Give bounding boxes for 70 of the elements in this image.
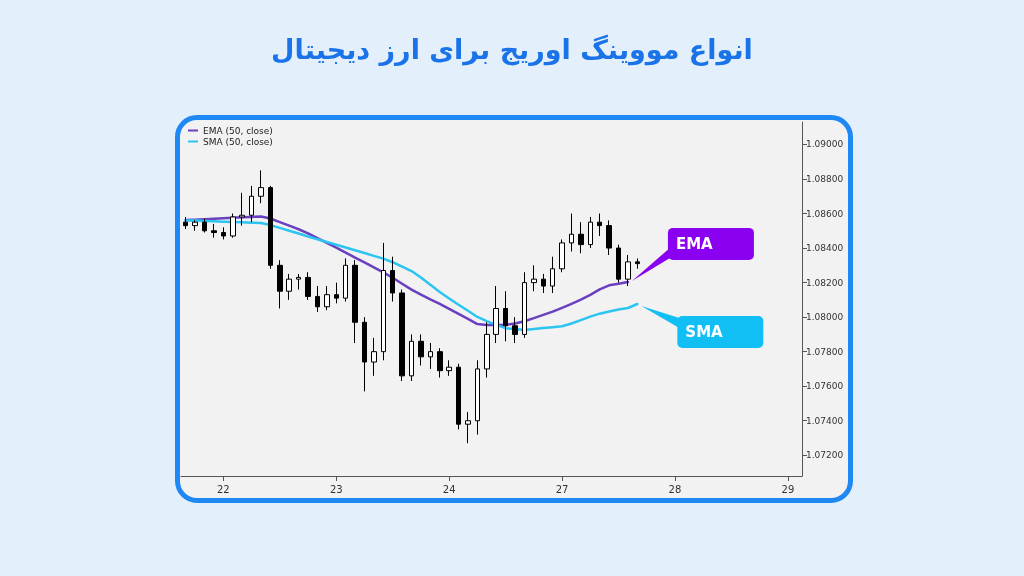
candlestick	[531, 264, 537, 292]
candlestick	[616, 244, 621, 284]
y-tick-label: 1.07400	[806, 415, 844, 426]
candlestick	[578, 221, 584, 254]
y-tick-label: 1.08000	[806, 312, 844, 323]
candlestick	[249, 185, 254, 223]
candlestick	[211, 223, 217, 239]
candlestick	[428, 342, 433, 370]
candlestick	[446, 359, 452, 377]
y-tick-label: 1.08600	[806, 208, 844, 219]
candlestick	[399, 289, 405, 382]
x-tick-label: 29	[781, 483, 795, 495]
annotation: EMA	[675, 234, 713, 253]
candlestick	[588, 216, 593, 249]
candlestick	[465, 411, 471, 444]
candlestick	[381, 242, 386, 361]
candlestick	[418, 333, 424, 366]
candlestick	[409, 333, 414, 382]
y-tick-label: 1.08800	[806, 173, 844, 184]
y-tick-label: 1.07600	[806, 381, 844, 392]
candlestick	[635, 257, 640, 270]
x-tick-label: 23	[329, 483, 343, 495]
candlestick	[334, 282, 339, 304]
candlestick	[512, 316, 518, 344]
candlestick	[597, 213, 602, 237]
y-tick-label: 1.08200	[806, 277, 844, 288]
candlestick	[202, 218, 207, 234]
candlestick	[296, 273, 301, 290]
candlestick	[305, 271, 311, 301]
candlestick	[286, 273, 292, 301]
candlestick	[352, 259, 358, 344]
x-tick-label: 27	[555, 483, 569, 495]
legend-label: SMA (50, close)	[203, 136, 273, 147]
candlestick	[522, 271, 527, 339]
candlestick	[183, 216, 188, 230]
candlestick	[315, 285, 320, 313]
candlestick	[625, 254, 631, 287]
candlestick	[268, 185, 273, 270]
candlestick	[606, 219, 612, 256]
candlestick	[493, 285, 499, 344]
candlestick	[437, 347, 443, 379]
candlestick	[475, 359, 480, 436]
candlestick	[258, 169, 264, 204]
legend-label: EMA (50, close)	[203, 125, 273, 136]
y-tick-label: 1.07200	[806, 450, 844, 461]
y-tick-label: 1.09000	[806, 139, 844, 150]
chart-title: انواع مووینگ اوریج برای ارز دیجیتال	[270, 34, 754, 65]
candlestick	[239, 192, 245, 227]
candlestick	[456, 363, 461, 430]
candlestick	[362, 316, 367, 392]
y-tick-label: 1.08400	[806, 243, 844, 254]
candlestick	[484, 321, 490, 379]
candlestick	[559, 238, 565, 273]
annotation: SMA	[685, 323, 723, 341]
candlestick	[221, 226, 226, 240]
candlestick	[324, 285, 330, 311]
candlestick	[390, 256, 395, 303]
y-tick-label: 1.07800	[806, 346, 844, 357]
candlestick	[550, 256, 555, 294]
candlestick	[541, 273, 546, 294]
candlestick	[569, 213, 574, 253]
x-tick-label: 28	[668, 483, 682, 495]
x-tick-label: 24	[442, 483, 456, 495]
candlestick	[277, 259, 283, 309]
candlestick	[343, 257, 348, 303]
candlestick	[192, 219, 198, 232]
candlestick	[503, 290, 508, 342]
x-tick-label: 22	[216, 483, 230, 495]
candlestick	[371, 337, 377, 377]
candlestick	[230, 213, 236, 239]
